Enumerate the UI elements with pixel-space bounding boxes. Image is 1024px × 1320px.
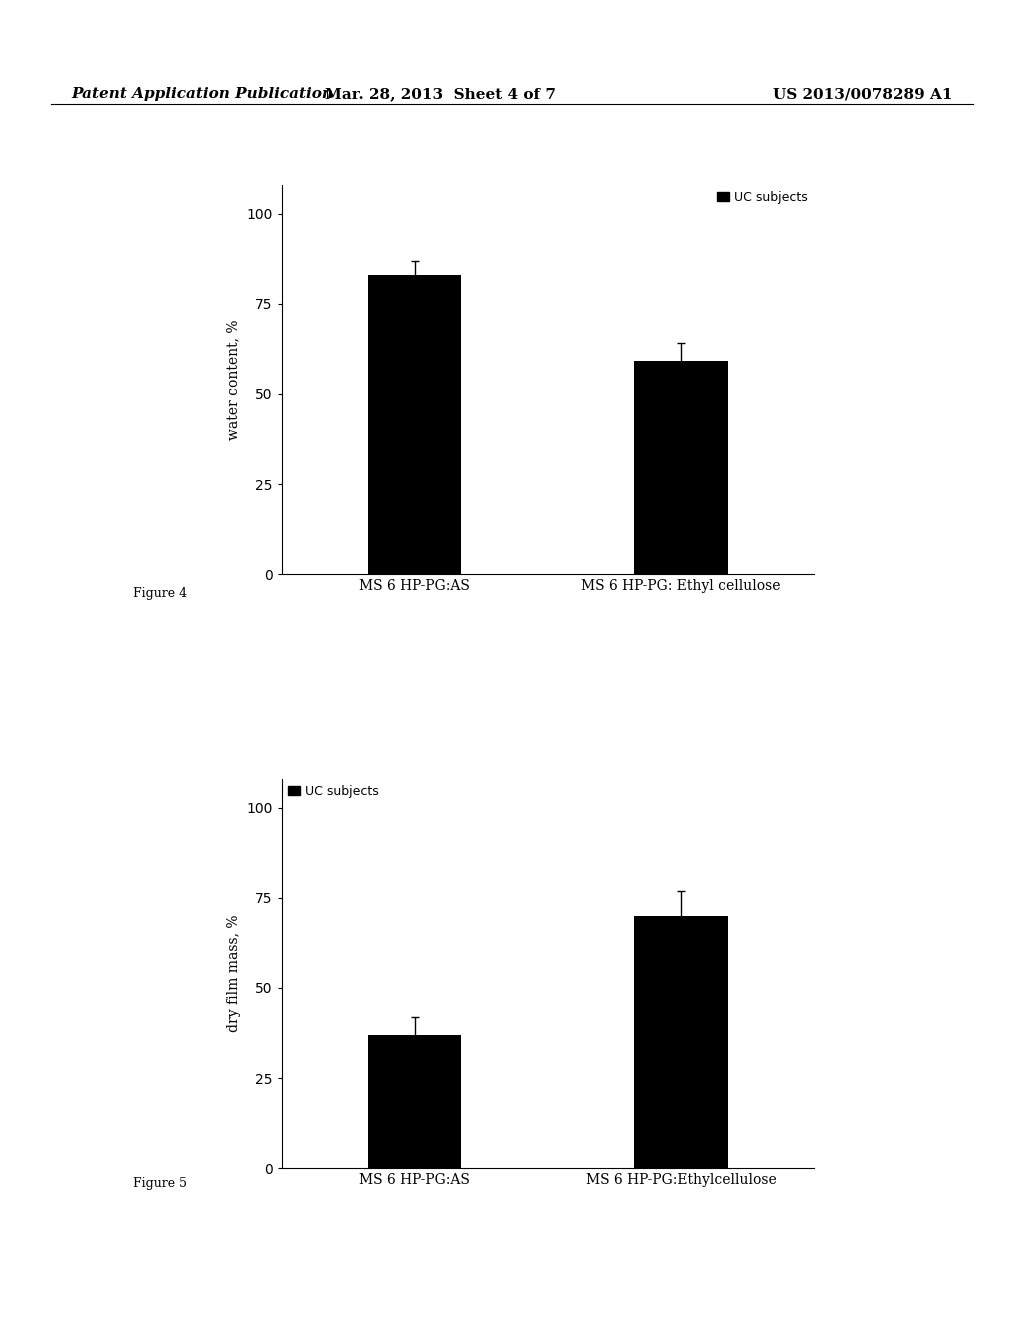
Y-axis label: dry film mass, %: dry film mass, % [226,915,241,1032]
Bar [635,362,727,574]
Text: Figure 5: Figure 5 [133,1177,187,1191]
Bar [635,916,727,1168]
Bar [369,275,461,574]
Bar [369,1035,461,1168]
Text: Patent Application Publication: Patent Application Publication [72,87,334,102]
Y-axis label: water content, %: water content, % [226,319,241,440]
Text: Figure 4: Figure 4 [133,587,187,601]
Legend: UC subjects: UC subjects [288,785,379,799]
Text: Mar. 28, 2013  Sheet 4 of 7: Mar. 28, 2013 Sheet 4 of 7 [325,87,556,102]
Text: US 2013/0078289 A1: US 2013/0078289 A1 [773,87,952,102]
Legend: UC subjects: UC subjects [717,191,808,205]
